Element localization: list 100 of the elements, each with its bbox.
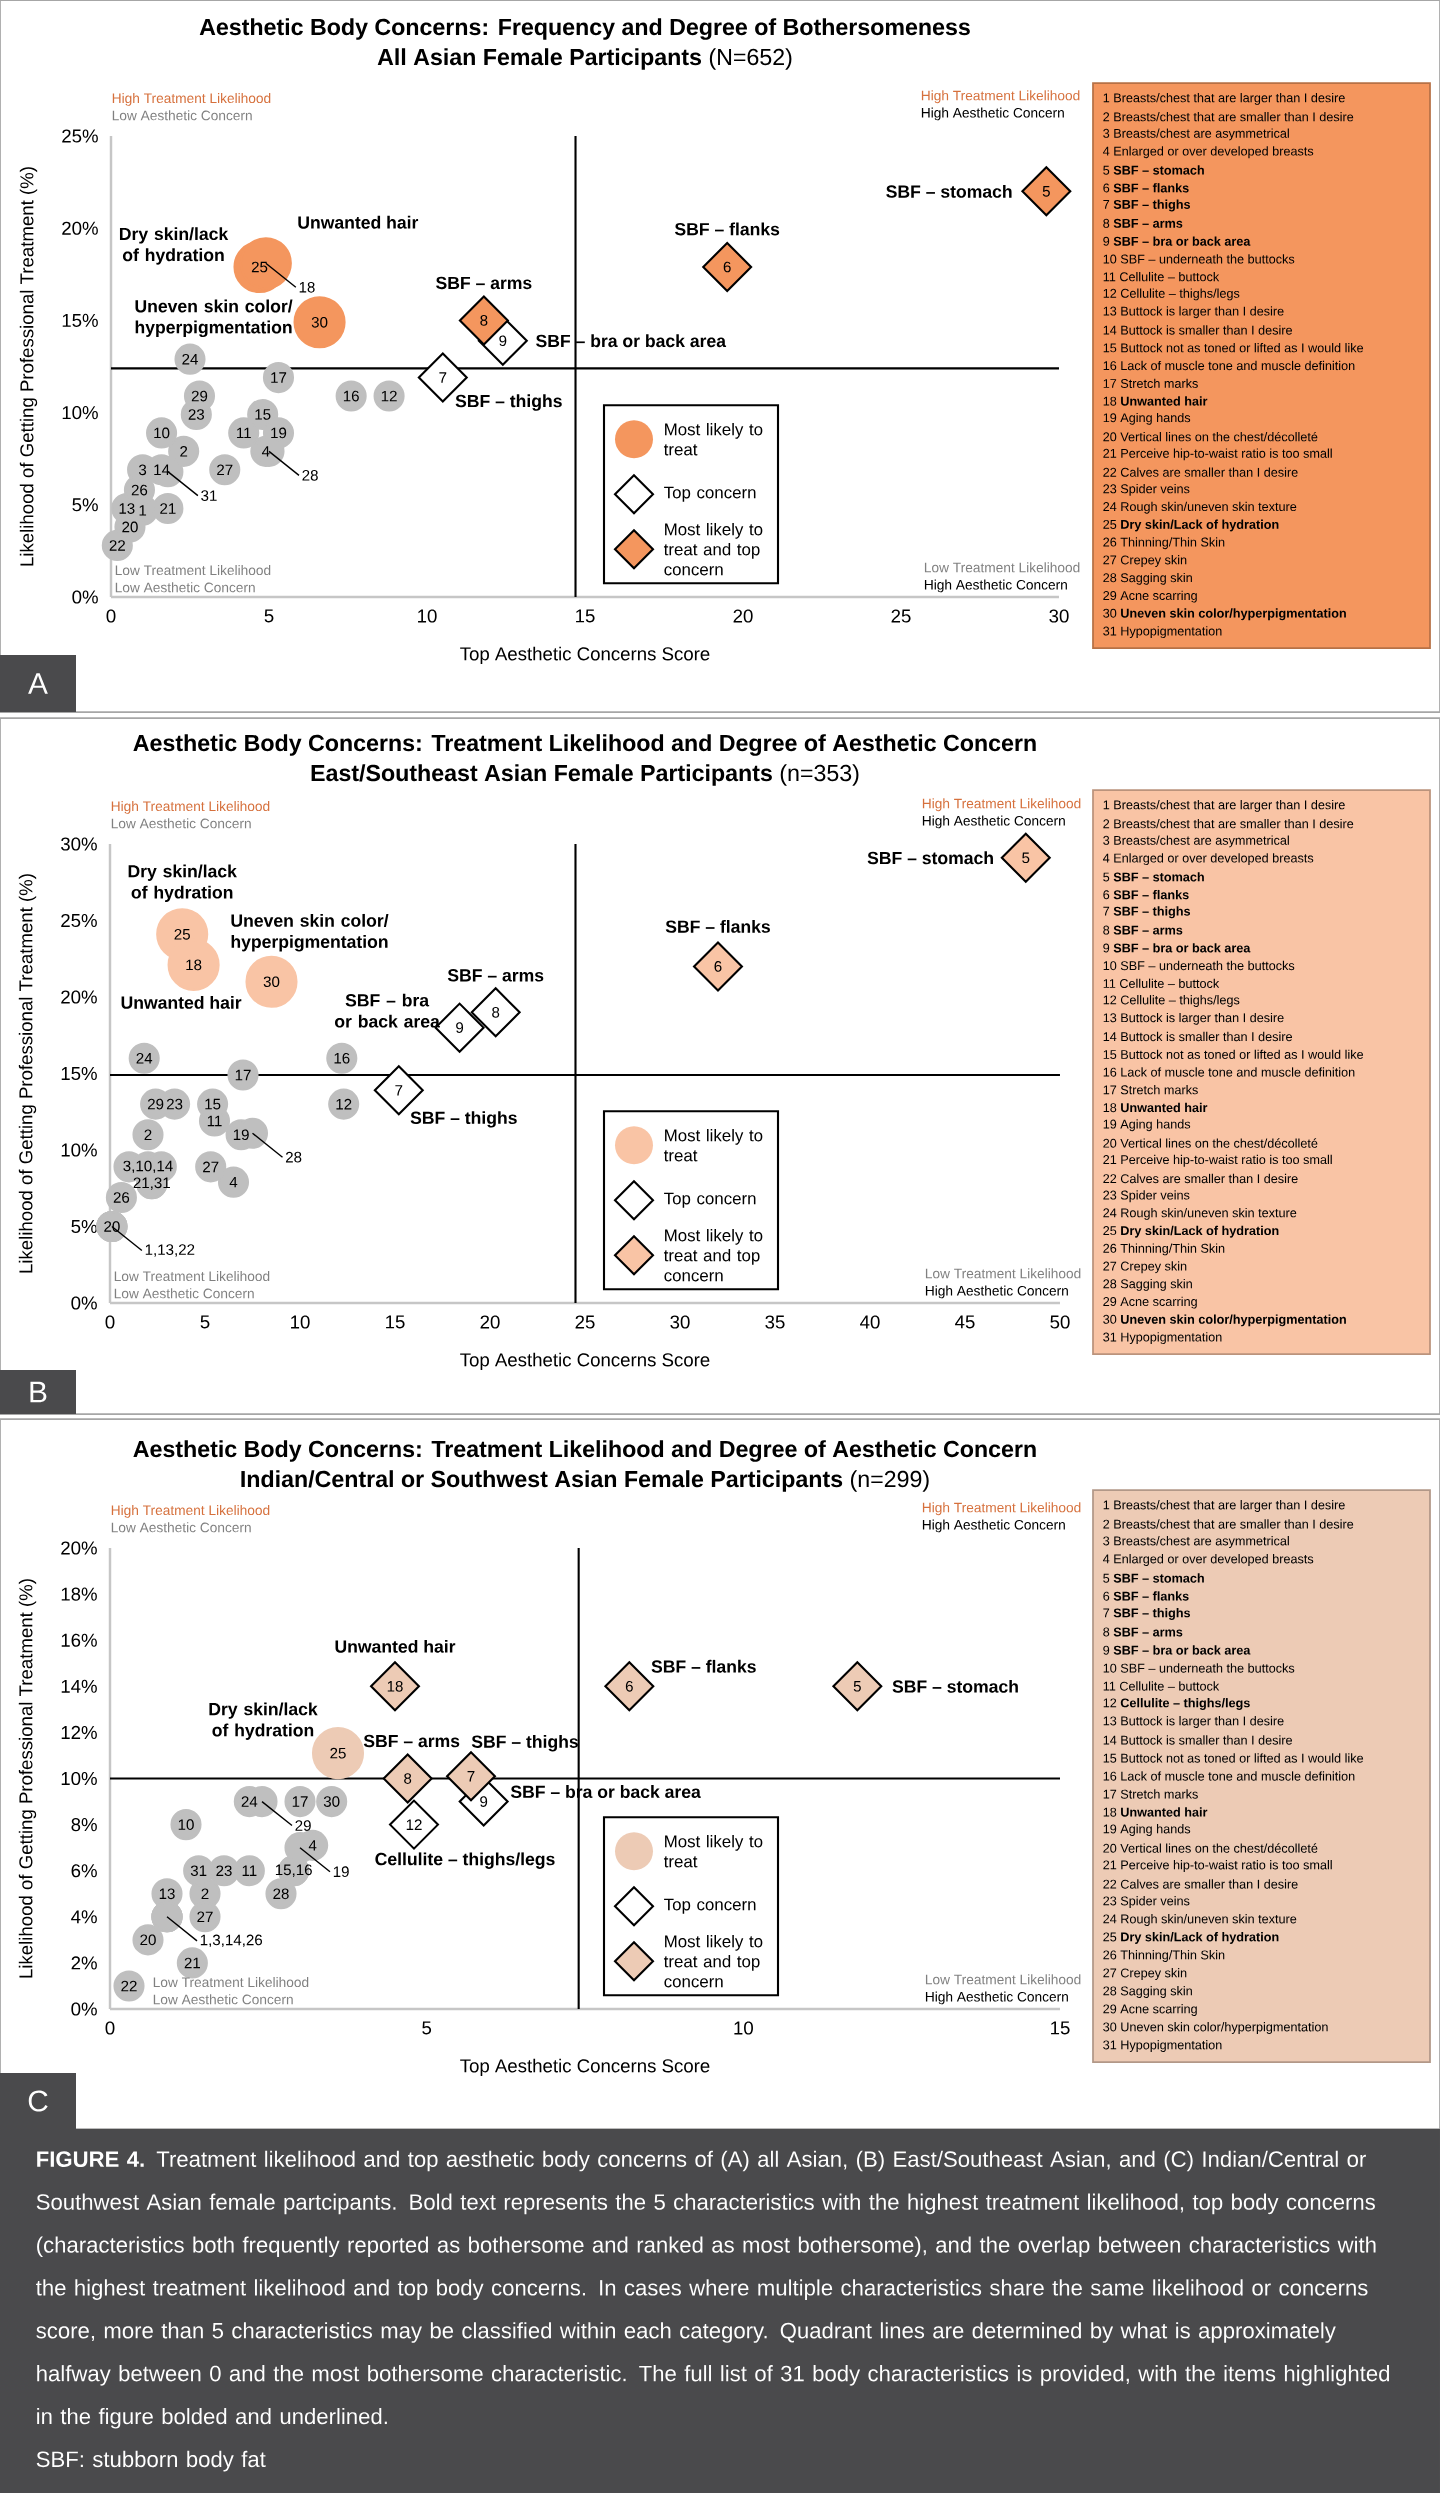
x-tick-label: 5 (264, 609, 274, 623)
text: 9 SBF – bra or back area (1103, 943, 1251, 953)
text: 24 Rough skin/uneven skin texture (1103, 501, 1297, 514)
text: 26 Thinning/Thin Skin (1103, 1243, 1225, 1256)
text: 5 SBF – stomach (1103, 1573, 1204, 1583)
text: 16 Lack of muscle tone and muscle definition (1103, 360, 1355, 371)
text: 3 Breasts/chest are asymmetrical (1103, 128, 1289, 141)
annotation: 7 (467, 1771, 475, 1782)
x-axis-title: Top Aesthetic Concerns Score (460, 2058, 710, 2077)
annotation: 11 (242, 1865, 257, 1876)
y-tick-label: 16% (61, 1633, 97, 1647)
annotation: 24 (241, 1796, 258, 1807)
annotation: SBF – flanks (651, 1659, 756, 1673)
annotation: 3 (138, 464, 147, 476)
annotation: 28 (285, 1151, 302, 1163)
annotation: 24 (136, 1052, 153, 1064)
y-tick-label: 30% (61, 837, 97, 851)
x-tick-label: 25 (575, 1315, 595, 1329)
annotation: SBF – thighs (410, 1111, 517, 1128)
text: 25 Dry skin/Lack of hydration (1103, 519, 1279, 532)
y-tick-label: 18% (61, 1587, 97, 1601)
annotation: Low Treatment Likelihood (114, 1271, 270, 1282)
legend-label: Most likely to treat (663, 1129, 763, 1162)
text: 11 Cellulite – buttock (1103, 1681, 1220, 1691)
annotation: 20 (140, 1934, 156, 1946)
text: Low Aesthetic Concern (111, 818, 251, 829)
annotation: 5 (1042, 186, 1050, 197)
x-tick-label: 0 (105, 1315, 115, 1329)
annotation: SBF – thighs (455, 394, 562, 411)
legend-label: Most likely to treat and top concern (663, 1934, 763, 1988)
text: 13 Buttock is larger than I desire (1103, 1716, 1284, 1728)
annotation: Low Aesthetic Concern (153, 1994, 293, 2005)
text: High Treatment Likelihood (922, 798, 1081, 812)
annotation: 29 (191, 390, 208, 402)
annotation: 25 (174, 928, 190, 940)
annotation: 11 (207, 1115, 222, 1127)
text: A (28, 673, 48, 694)
annotation: SBF – bra or back area (335, 993, 440, 1028)
text: 31 Hypopigmentation (1103, 2040, 1222, 2052)
annotation: Uneven skin color/ hyperpigmentation (135, 299, 293, 338)
text: 1 Breasts/chest that are larger than I desire (1103, 92, 1345, 105)
text: 6 SBF – flanks (1103, 183, 1189, 193)
annotation: 17 (235, 1069, 251, 1081)
y-tick-label: 5% (71, 1219, 97, 1234)
annotation: 22 (109, 540, 125, 551)
annotation: 9 (499, 335, 507, 347)
text: High Treatment Likelihood (921, 90, 1080, 104)
text: 28 Sagging skin (1103, 572, 1192, 585)
x-tick-label: 25 (891, 609, 911, 623)
chart-subtitle: East/Southeast Asian Female Participants (n=353) (311, 764, 859, 786)
text: 9 SBF – bra or back area (1103, 236, 1251, 246)
text: 27 Crepey skin (1103, 555, 1187, 567)
annotation: 28 (302, 470, 318, 481)
text: 30 Uneven skin color/hyperpigmentation (1103, 608, 1346, 621)
annotation: High Aesthetic Concern (925, 1991, 1068, 2005)
annotation: 20 (122, 521, 138, 533)
text: High Aesthetic Concern (922, 1519, 1065, 1533)
annotation: 6 (714, 961, 722, 972)
annotation: 7 (439, 372, 447, 383)
annotation: 23 (216, 1865, 232, 1877)
x-axis-title: Top Aesthetic Concerns Score (460, 646, 710, 665)
text: High Aesthetic Concern (922, 815, 1065, 829)
annotation: High Aesthetic Concern (924, 579, 1067, 593)
text: 14 Buttock is smaller than I desire (1103, 325, 1293, 335)
legend-label: Top concern (664, 1192, 756, 1208)
annotation: 18 (186, 959, 202, 971)
y-axis-title: Likelihood of Getting Professional Treatment (%) (18, 1579, 37, 1978)
annotation: 11 (237, 427, 251, 439)
text: 10 SBF – underneath the buttocks (1103, 960, 1295, 971)
text: 4 Enlarged or over developed breasts (1102, 146, 1314, 159)
annotation: 8 (492, 1007, 500, 1018)
annotation: 1 (139, 505, 147, 516)
x-tick-label: 10 (291, 1315, 310, 1329)
text: 4 Enlarged or over developed breasts (1102, 1554, 1314, 1566)
y-tick-label: 0% (71, 2002, 97, 2016)
text: 27 Crepey skin (1103, 1968, 1187, 1980)
text: 31 Hypopigmentation (1103, 626, 1222, 639)
y-tick-label: 0% (72, 590, 98, 604)
annotation: 15 (255, 409, 271, 420)
annotation: 18 (299, 281, 315, 293)
x-tick-label: 5 (422, 2021, 432, 2035)
y-tick-label: 15% (62, 313, 98, 327)
text: 6 SBF – flanks (1103, 889, 1189, 900)
annotation: 28 (273, 1888, 289, 1900)
x-tick-label: 30 (670, 1315, 690, 1329)
text: High Treatment Likelihood (111, 1505, 270, 1518)
annotation: 10 (178, 1819, 194, 1830)
text: 23 Spider veins (1103, 1190, 1190, 1203)
legend-label: Most likely to treat (663, 1835, 763, 1868)
annotation: 31 (201, 490, 217, 501)
annotation: 30 (323, 1796, 340, 1807)
text: 20 Vertical lines on the chest/décolleté (1103, 431, 1318, 442)
legend-label: Most likely to treat (663, 423, 763, 456)
annotation: 21,31 (133, 1177, 170, 1190)
y-tick-label: 25% (61, 913, 97, 928)
annotation: 30 (263, 976, 280, 988)
annotation: Dry skin/lack of hydration (119, 227, 229, 265)
text: 1 Breasts/chest that are larger than I desire (1103, 799, 1345, 812)
chart-title: Aesthetic Body Concerns: Frequency and Degree of Bothersomeness (199, 18, 970, 40)
chart-title: Aesthetic Body Concerns: Treatment Likelihood and Degree of Aesthetic Concern (133, 1440, 1036, 1462)
